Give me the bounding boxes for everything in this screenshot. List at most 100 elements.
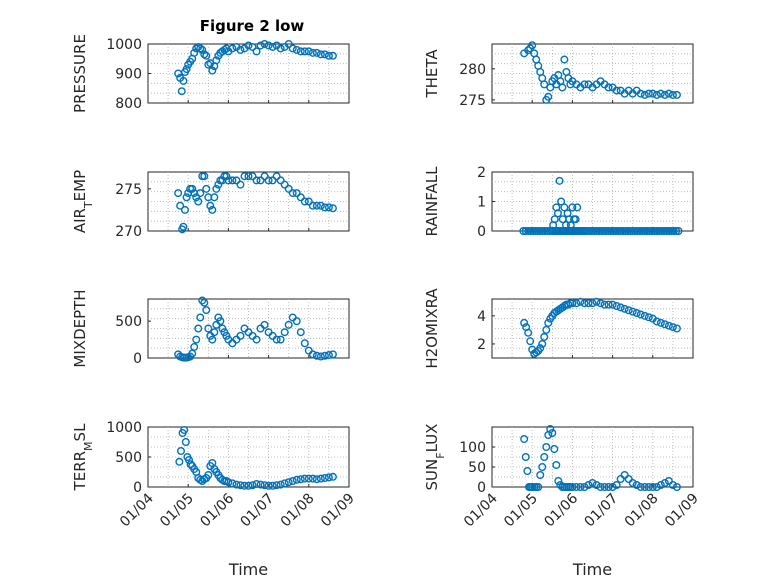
data-point [624, 475, 633, 484]
data-point [200, 172, 209, 181]
data-point [210, 193, 219, 202]
data-point [204, 471, 213, 480]
data-point [672, 90, 681, 99]
data-point [596, 299, 605, 308]
data-point [194, 197, 203, 206]
data-point [536, 471, 545, 480]
data-point [179, 222, 188, 231]
data-point [200, 50, 209, 59]
data-point [200, 298, 209, 307]
data-point [288, 44, 297, 53]
data-point [212, 56, 221, 65]
data-point [240, 172, 249, 181]
data-point [555, 176, 564, 185]
y-tick-label: 50 [468, 460, 486, 476]
data-point [176, 201, 185, 210]
data-point [584, 481, 593, 490]
data-point [550, 215, 559, 224]
data-point [260, 172, 269, 181]
data-point [552, 461, 561, 470]
data-point [256, 480, 265, 489]
data-point [216, 317, 225, 326]
data-point [244, 481, 253, 490]
data-point [196, 44, 205, 53]
data-point [182, 193, 191, 202]
data-point [182, 65, 191, 74]
data-point [276, 335, 285, 344]
data-point [300, 197, 309, 206]
data-point [181, 438, 190, 447]
data-point [660, 320, 669, 329]
data-point [554, 477, 563, 486]
y-tick-label: 800 [115, 96, 142, 112]
data-point [616, 475, 625, 484]
data-point [260, 40, 269, 49]
data-point [210, 328, 219, 337]
data-point [312, 475, 321, 484]
x-axis-label: Time [228, 560, 268, 579]
data-point [520, 435, 529, 444]
data-point [320, 474, 329, 483]
data-point [264, 41, 273, 50]
data-point [542, 443, 551, 452]
y-tick-label: 0 [133, 351, 142, 367]
data-point [320, 50, 329, 59]
data-point [612, 86, 621, 95]
data-point [276, 176, 285, 185]
data-point [540, 453, 549, 462]
data-point [588, 299, 597, 308]
data-point [232, 480, 241, 489]
y-axis-label: AIRTEMP [71, 170, 95, 233]
data-point [576, 297, 585, 306]
x-tick-label: 01/06 [197, 490, 237, 530]
data-point [660, 479, 669, 488]
data-point [566, 221, 575, 230]
y-tick-label: 4 [477, 309, 486, 325]
data-point [204, 324, 213, 333]
data-point [260, 481, 269, 490]
data-point [592, 481, 601, 490]
data-points [174, 296, 337, 362]
data-point [644, 483, 653, 492]
y-tick-label: 0 [477, 480, 486, 496]
data-point [188, 184, 197, 193]
subplot-2: 275 280 THETA [423, 41, 694, 109]
data-point [544, 92, 553, 101]
data-point [208, 205, 217, 214]
data-point [264, 481, 273, 490]
data-point [572, 299, 581, 308]
y-tick-label: 1000 [106, 37, 142, 53]
y-tick-label: 280 [459, 62, 486, 78]
data-point [244, 41, 253, 50]
data-point [538, 339, 547, 348]
data-point [560, 203, 569, 212]
data-point [284, 320, 293, 329]
data-point [308, 474, 317, 483]
data-point [248, 481, 257, 490]
data-point [324, 473, 333, 482]
data-point [260, 320, 269, 329]
data-point [192, 193, 201, 202]
data-point [572, 483, 581, 492]
data-point [616, 303, 625, 312]
data-point [604, 83, 613, 92]
subplot-7: 0 500 1000 01/04 01/05 01/06 01/07 01/08 01/09 Ti… [71, 420, 358, 579]
data-point [320, 351, 329, 360]
data-point [192, 335, 201, 344]
data-point [592, 297, 601, 306]
data-point [521, 453, 530, 462]
data-point [600, 483, 609, 492]
data-point [636, 89, 645, 98]
data-point [538, 463, 547, 472]
data-point [280, 328, 289, 337]
data-point [546, 425, 555, 434]
data-point [272, 172, 281, 181]
data-point [320, 203, 329, 212]
data-point [648, 483, 657, 492]
subplot-1: 800 900 1000 PRESSURE [71, 34, 350, 113]
x-tick-label: 01/05 [157, 491, 197, 531]
subplot-6: 2 4 H2OMIXRA [423, 288, 694, 369]
data-point [292, 317, 301, 326]
data-point [580, 80, 589, 89]
data-point [612, 481, 621, 490]
